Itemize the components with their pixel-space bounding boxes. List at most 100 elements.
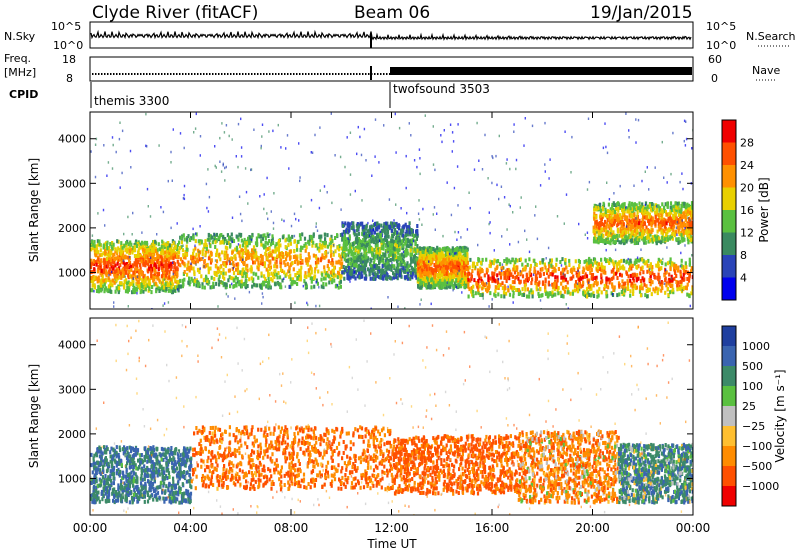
power-cell: [137, 254, 140, 259]
power-cell: [255, 236, 258, 241]
power-cell: [248, 241, 251, 246]
power-cell: [643, 213, 646, 218]
power-cell: [117, 286, 120, 291]
power-cell: [115, 268, 118, 273]
power-cell: [354, 262, 357, 267]
power-cell: [142, 253, 146, 258]
power-cell: [385, 276, 388, 281]
power-cell: [339, 254, 342, 259]
power-cell: [446, 266, 449, 271]
power-cell: [356, 228, 359, 233]
power-cell: [130, 274, 133, 279]
power-cell: [561, 275, 564, 280]
power-cell: [240, 238, 243, 243]
power-cell: [113, 252, 116, 257]
power-cell: [463, 245, 466, 250]
power-cell: [104, 279, 107, 284]
power-cell: [246, 263, 249, 268]
power-cell: [364, 276, 368, 281]
power-cell: [499, 282, 502, 287]
power-cell: [658, 275, 661, 280]
power-cell: [650, 237, 653, 242]
power-cell: [292, 280, 295, 284]
power-cell: [209, 244, 212, 249]
power-cell: [129, 245, 132, 250]
power-cell: [355, 257, 358, 262]
power-cell: [165, 273, 168, 278]
power-cell: [378, 275, 381, 280]
power-cell: [173, 265, 176, 270]
power-cell: [597, 240, 600, 245]
power-cell: [544, 285, 547, 290]
power-cell: [586, 287, 589, 292]
power-cell: [526, 262, 529, 267]
power-cell: [531, 294, 534, 299]
power-cell: [103, 282, 106, 287]
power-cell: [90, 276, 93, 280]
power-cell: [322, 282, 325, 286]
power-cell: [203, 285, 206, 290]
power-cell: [197, 248, 200, 253]
power-cell: [414, 273, 417, 278]
power-cell: [564, 258, 567, 262]
power-cell: [187, 234, 190, 239]
power-cell: [273, 249, 276, 254]
power-cell: [451, 269, 454, 274]
power-cell: [299, 254, 302, 259]
power-cell: [530, 288, 533, 293]
power-cell: [342, 265, 345, 269]
power-cell: [541, 258, 544, 263]
power-cell: [255, 272, 258, 277]
power-cell: [178, 240, 181, 245]
power-cell: [174, 244, 177, 249]
power-cell: [355, 233, 358, 238]
power-cell: [391, 224, 394, 229]
power-cell: [233, 284, 236, 288]
power-cell: [120, 249, 123, 254]
power-cell: [459, 278, 462, 283]
power-cell: [675, 266, 678, 271]
nsky-tick-bottom: 10^0: [53, 39, 83, 52]
power-cell: [344, 253, 347, 257]
power-cell: [229, 284, 232, 289]
power-cell: [201, 249, 204, 254]
power-cell: [209, 266, 212, 271]
power-cell: [107, 263, 110, 268]
power-cell: [320, 284, 323, 289]
power-cell: [90, 258, 93, 263]
power-cell: [689, 208, 693, 213]
power-cell: [368, 228, 371, 233]
power-cell: [393, 272, 396, 277]
power-cell: [613, 265, 616, 270]
power-cell: [348, 273, 351, 278]
power-cell: [288, 266, 291, 271]
power-cell: [341, 254, 344, 259]
power-cell: [337, 285, 340, 290]
power-cell: [425, 255, 428, 260]
power-cell: [396, 269, 399, 274]
power-cell: [273, 256, 276, 261]
power-cell: [359, 239, 363, 244]
power-cell: [386, 245, 389, 250]
power-cell: [233, 278, 236, 283]
power-cell: [411, 275, 414, 280]
power-cell: [538, 274, 541, 278]
power-cell: [516, 265, 519, 270]
power-cell: [244, 251, 247, 255]
power-cell: [166, 267, 169, 272]
power-cell: [679, 269, 682, 274]
power-cell: [167, 283, 171, 287]
power-cell: [394, 239, 397, 244]
power-cell: [628, 267, 631, 272]
power-cell: [305, 275, 308, 279]
power-cell: [441, 259, 444, 264]
power-cell: [585, 259, 588, 264]
power-cell: [462, 248, 465, 253]
power-cell: [349, 261, 352, 266]
power-cell: [305, 245, 308, 250]
power-cell: [635, 203, 638, 208]
power-cell: [164, 276, 167, 281]
power-cell: [423, 270, 426, 275]
power-cell: [530, 290, 533, 295]
power-cell: [331, 258, 334, 263]
